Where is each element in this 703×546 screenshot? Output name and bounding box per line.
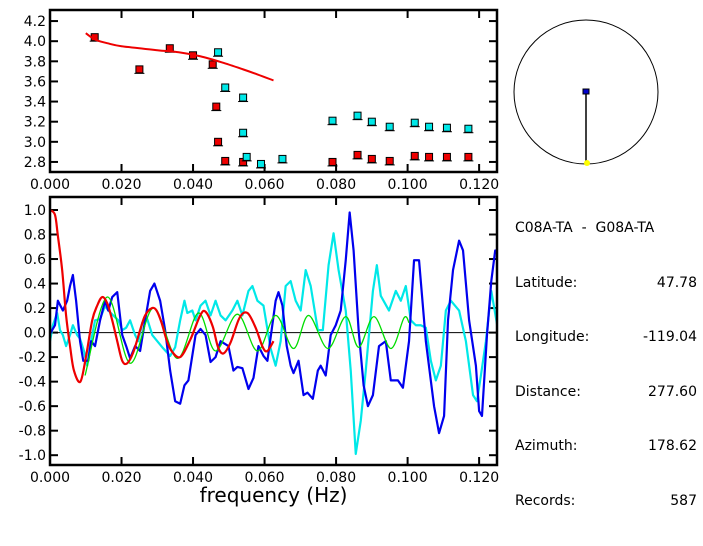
cyan-point	[367, 117, 376, 126]
red-point	[442, 152, 451, 161]
y-tick-label: -1.0	[19, 448, 46, 464]
red-curve	[85, 32, 274, 82]
x-tick-label: 0.100	[388, 470, 428, 486]
x-tick-label: 0.060	[245, 177, 285, 193]
info-label: Records:	[515, 492, 576, 509]
red-point	[464, 152, 473, 161]
receiver-station-marker	[584, 160, 590, 166]
red-point	[212, 102, 221, 111]
plot-frame	[48, 8, 499, 174]
station-pair: C08A-TA - G08A-TA	[515, 220, 655, 236]
plot-area	[50, 209, 497, 456]
y-tick-label: 0.2	[24, 301, 46, 317]
x-tick-label: 0.080	[316, 177, 356, 193]
info-row-records: Records: 587	[515, 492, 700, 511]
x-tick-label: 0.080	[316, 470, 356, 486]
correlation-plot: 0.000 0.020 0.040 0.060 0.080 0.100 0.120 -1.0 -…	[19, 195, 499, 507]
y-tick-label: 4.2	[24, 14, 46, 30]
info-row-distance: Distance: 277.60	[515, 383, 700, 402]
info-label: Azimuth:	[515, 438, 578, 454]
cyan-point	[464, 124, 473, 133]
y-tick-label: -0.6	[19, 399, 46, 415]
info-value: 277.60	[648, 383, 697, 400]
x-tick-label: 0.000	[30, 177, 70, 193]
x-tick-label: 0.100	[388, 177, 428, 193]
y-tick-label: 0.0	[24, 326, 46, 342]
figure: 0.000 0.020 0.040 0.060 0.080 0.100 0.120 2.8 3.…	[18, 8, 697, 509]
red-point	[208, 60, 217, 69]
cyan-point	[214, 48, 223, 57]
y-tick-label: 0.8	[24, 228, 46, 244]
info-label: Distance:	[515, 383, 581, 400]
red-point	[410, 151, 419, 160]
y-tick-label: 1.0	[24, 203, 46, 219]
cyan-point	[239, 128, 248, 137]
red-point	[135, 65, 144, 74]
red-point	[221, 156, 230, 165]
info-value: -119.04	[642, 329, 697, 345]
x-tick-label: 0.020	[101, 177, 141, 193]
x-tick-label: 0.120	[459, 177, 499, 193]
x-tick-label: 0.020	[101, 470, 141, 486]
x-tick-label: 0.000	[30, 470, 70, 486]
plot-area	[85, 32, 474, 169]
red-point	[425, 152, 434, 161]
x-tick-label: 0.040	[173, 470, 213, 486]
info-value: 47.78	[656, 274, 697, 291]
cyan-point	[425, 122, 434, 131]
green-series-line	[84, 296, 410, 376]
y-tick-label: -0.4	[19, 375, 46, 391]
cyan-point	[385, 122, 394, 131]
cyan-point	[256, 159, 265, 168]
info-row-latitude: Latitude: 47.78	[515, 274, 700, 293]
red-point	[214, 137, 223, 146]
y-tick-label: 3.6	[24, 74, 46, 90]
y-tick-label: 0.6	[24, 252, 46, 268]
info-value: 587	[670, 492, 697, 509]
chart-canvas: 0.000 0.020 0.040 0.060 0.080 0.100 0.120 2.8 3.…	[19, 8, 659, 507]
cyan-point	[242, 152, 251, 161]
cyan-series-line	[50, 232, 497, 456]
x-axis-label: frequency (Hz)	[200, 483, 348, 507]
red-point	[367, 154, 376, 163]
y-tick-label: 3.0	[24, 135, 46, 151]
red-point	[385, 156, 394, 165]
y-tick-label: 0.4	[24, 277, 46, 293]
cyan-point	[278, 154, 287, 163]
plot-frame	[48, 195, 499, 467]
x-tick-label: 0.120	[459, 470, 499, 486]
info-label: Longitude:	[515, 329, 590, 345]
info-row-azimuth: Azimuth: 178.62	[515, 437, 700, 456]
y-tick-label: 4.0	[24, 34, 46, 50]
y-tick-label: 3.8	[24, 54, 46, 70]
dispersion-plot: 0.000 0.020 0.040 0.060 0.080 0.100 0.120 2.8 3.…	[24, 8, 499, 193]
info-label: Latitude:	[515, 274, 578, 291]
source-station-marker	[582, 88, 590, 95]
info-value: 178.62	[648, 438, 697, 454]
cyan-point	[410, 118, 419, 127]
station-info: C08A-TA - G08A-TA Latitude: 47.78 Longitu…	[515, 183, 700, 546]
y-tick-label: 2.8	[24, 155, 46, 171]
info-row-longitude: Longitude: -119.04	[515, 328, 700, 347]
cyan-point	[328, 116, 337, 125]
y-tick-label: 3.4	[24, 95, 46, 111]
x-tick-label: 0.040	[173, 177, 213, 193]
x-tick-label: 0.060	[245, 470, 285, 486]
red-series-line	[50, 209, 275, 384]
red-point	[328, 157, 337, 166]
y-tick-label: -0.8	[19, 424, 46, 440]
cyan-point	[442, 123, 451, 132]
cyan-point	[353, 111, 362, 120]
y-tick-label: 3.2	[24, 115, 46, 131]
red-point	[353, 150, 362, 159]
cyan-point	[221, 83, 230, 92]
azimuth-map	[513, 19, 659, 166]
cyan-point	[239, 93, 248, 102]
y-tick-label: -0.2	[19, 350, 46, 366]
